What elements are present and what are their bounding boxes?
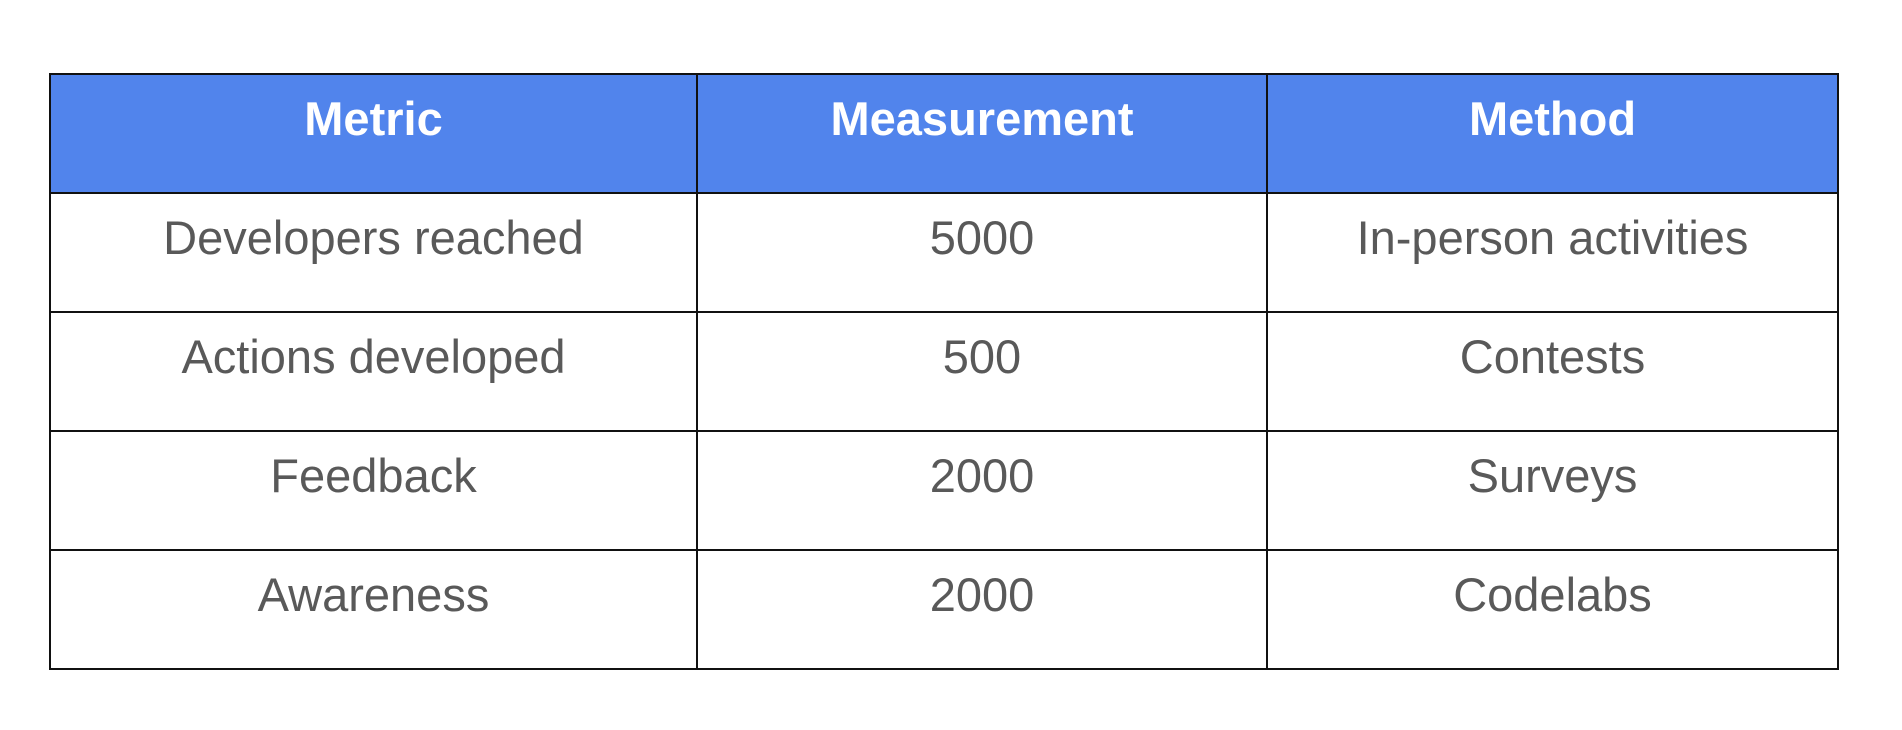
table-row: Actions developed 500 Contests xyxy=(49,311,1839,432)
cell-method: Contests xyxy=(1266,311,1839,432)
table-header-row: Metric Measurement Method xyxy=(49,73,1839,194)
cell-metric: Feedback xyxy=(49,430,698,551)
cell-method: In-person activities xyxy=(1266,192,1839,313)
table-row: Developers reached 5000 In-person activi… xyxy=(49,192,1839,313)
cell-measurement: 500 xyxy=(696,311,1268,432)
metrics-table-container: Metric Measurement Method Developers rea… xyxy=(49,73,1839,670)
cell-method: Surveys xyxy=(1266,430,1839,551)
cell-measurement: 5000 xyxy=(696,192,1268,313)
cell-measurement: 2000 xyxy=(696,430,1268,551)
cell-measurement: 2000 xyxy=(696,549,1268,670)
header-method: Method xyxy=(1266,73,1839,194)
metrics-table: Metric Measurement Method Developers rea… xyxy=(49,73,1839,670)
header-measurement: Measurement xyxy=(696,73,1268,194)
cell-metric: Awareness xyxy=(49,549,698,670)
table-row: Awareness 2000 Codelabs xyxy=(49,549,1839,670)
table-row: Feedback 2000 Surveys xyxy=(49,430,1839,551)
cell-metric: Actions developed xyxy=(49,311,698,432)
cell-method: Codelabs xyxy=(1266,549,1839,670)
cell-metric: Developers reached xyxy=(49,192,698,313)
header-metric: Metric xyxy=(49,73,698,194)
